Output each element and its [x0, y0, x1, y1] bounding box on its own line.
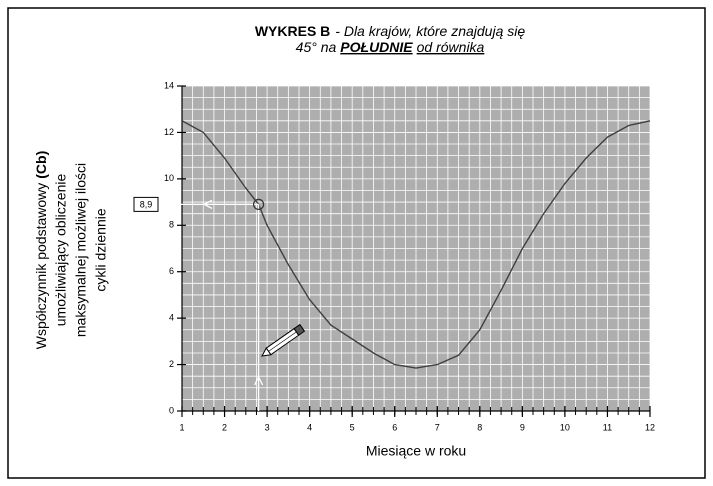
x-tick-label: 9 — [520, 422, 525, 432]
arrow-head — [202, 199, 213, 209]
title-part: POŁUDNIE — [340, 39, 413, 55]
y-label-line: maksymalnej możliwej ilości — [73, 163, 89, 337]
x-tick-label: 3 — [265, 422, 270, 432]
x-tick-label: 11 — [603, 422, 612, 432]
x-tick-label: 1 — [179, 422, 184, 432]
y-label-part: Współczynnik podstawowy — [33, 183, 49, 350]
y-tick-label: 6 — [169, 266, 174, 276]
x-tick-label: 7 — [435, 422, 440, 432]
x-tick-label: 10 — [560, 422, 570, 432]
y-tick-label: 2 — [169, 359, 174, 369]
y-label-part: (Cb) — [33, 151, 49, 179]
annotation-point — [252, 198, 265, 210]
x-axis-label: Miesiące w roku — [366, 443, 466, 459]
title-part: od równika — [417, 39, 485, 55]
x-tick-label: 2 — [222, 422, 227, 432]
y-axis-label: Współczynnik podstawowy (Cb) umożliwiając… — [33, 151, 109, 350]
y-tick-label: 14 — [164, 80, 174, 90]
arrow-head — [254, 375, 264, 386]
title-part: 45° na — [296, 39, 337, 55]
x-tick-label: 12 — [645, 422, 655, 432]
y-tick-label: 8 — [169, 220, 174, 230]
y-label-line: umożliwiający obliczenie — [53, 174, 69, 327]
chart-title: WYKRES B - Dla krajów, które znajdują się — [255, 23, 526, 39]
title-part: WYKRES B — [255, 23, 330, 39]
pencil-line — [268, 331, 297, 352]
y-tick-label: 0 — [169, 405, 174, 415]
y-label-line: cykli dziennie — [93, 208, 109, 291]
x-tick-label: 6 — [392, 422, 397, 432]
data-line — [181, 120, 651, 369]
y-tick-label: 10 — [164, 173, 174, 183]
pencil-icon — [261, 323, 306, 357]
x-tick-label: 5 — [350, 422, 355, 432]
x-tick-label: 8 — [477, 422, 482, 432]
chart-subtitle: 45° na POŁUDNIE od równika — [296, 39, 485, 55]
title-part: - Dla krajów, które znajdują się — [335, 23, 525, 39]
x-tick-label: 4 — [307, 422, 312, 432]
y-label-line: Współczynnik podstawowy (Cb) — [33, 151, 49, 350]
annotation-label: 8,9 — [140, 199, 153, 209]
y-tick-label: 12 — [164, 127, 174, 137]
annotation-box — [133, 196, 159, 212]
y-tick-label: 4 — [169, 313, 174, 323]
